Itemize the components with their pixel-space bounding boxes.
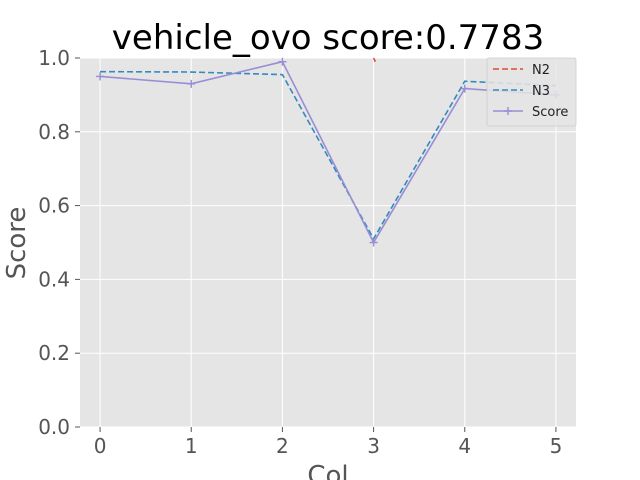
legend-label-n3: N3 xyxy=(532,84,550,99)
legend-box xyxy=(486,57,577,127)
grid xyxy=(80,57,576,428)
x-tick-label: 2 xyxy=(276,434,289,458)
series-point-score xyxy=(278,57,287,66)
x-tick-label: 4 xyxy=(458,434,471,458)
x-tick-label: 5 xyxy=(550,434,563,458)
y-tick-label: 0.0 xyxy=(38,415,70,439)
legend-label-n2: N2 xyxy=(532,63,550,78)
legend-marker-score xyxy=(504,107,512,115)
legend: N2 N3 Score xyxy=(486,57,577,127)
y-tick-label: 0.4 xyxy=(38,267,70,291)
series-line-n3 xyxy=(100,70,556,241)
x-axis-label: Col xyxy=(307,461,348,480)
series-point-score xyxy=(187,79,196,88)
series-point-score xyxy=(369,238,378,247)
y-tick-label: 1.0 xyxy=(38,46,70,70)
series-point-score xyxy=(460,84,469,93)
series-line-n2 xyxy=(372,57,377,63)
series-point-score xyxy=(96,72,105,81)
series-line-score xyxy=(99,60,556,245)
y-tick-label: 0.2 xyxy=(38,341,70,365)
legend-label-score: Score xyxy=(532,105,568,120)
x-tick-label: 0 xyxy=(94,434,107,458)
x-tick-label: 1 xyxy=(185,434,198,458)
y-axis-ticks: 0.0 0.2 0.4 0.6 0.8 1.0 xyxy=(38,46,80,439)
y-tick-label: 0.8 xyxy=(38,120,70,144)
y-axis-label: Score xyxy=(2,207,32,280)
x-axis-ticks: 0 1 2 3 4 5 xyxy=(94,427,563,458)
y-tick-label: 0.6 xyxy=(38,194,70,218)
x-tick-label: 3 xyxy=(367,434,380,458)
chart-title: vehicle_ovo score:0.7783 xyxy=(112,18,544,58)
